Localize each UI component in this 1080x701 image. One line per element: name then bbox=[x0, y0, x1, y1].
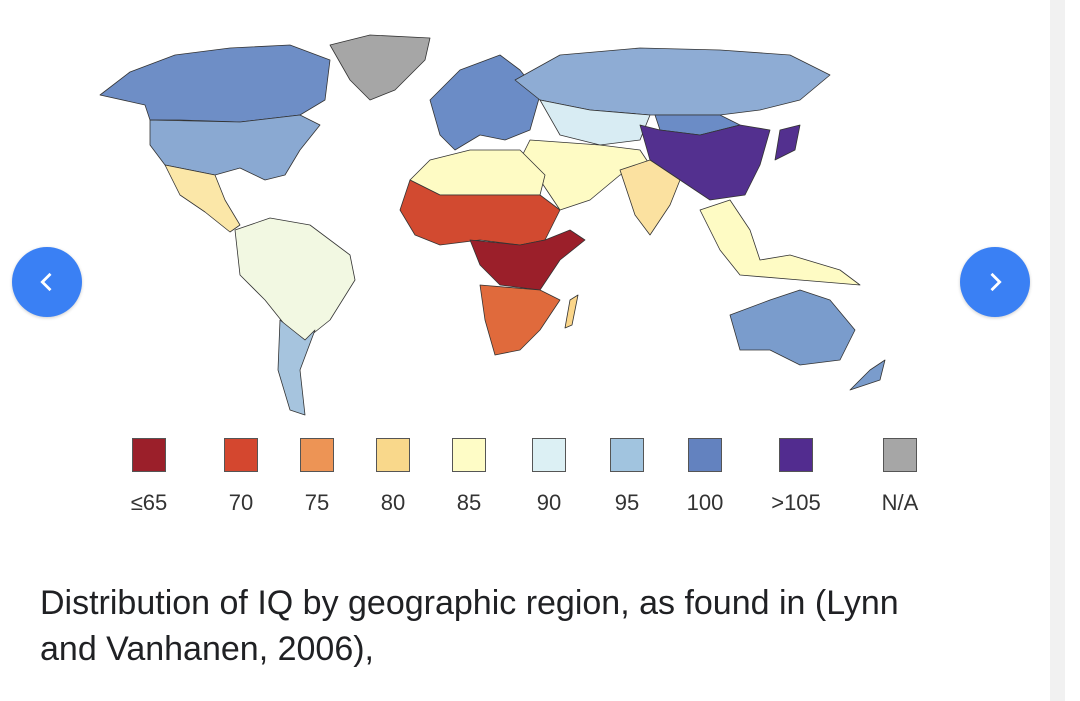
legend-label: 80 bbox=[380, 490, 406, 515]
legend-item: >105 bbox=[751, 438, 841, 516]
region-central-africa bbox=[469, 229, 586, 291]
legend-label: 75 bbox=[304, 490, 330, 515]
legend-label: ≤65 bbox=[130, 490, 168, 515]
legend-swatch bbox=[452, 438, 486, 472]
caption-line: and Vanhanen, 2006), bbox=[40, 630, 374, 668]
region-japan bbox=[774, 124, 801, 161]
legend-label: 95 bbox=[614, 490, 640, 515]
region-canada bbox=[99, 44, 331, 123]
region-europe bbox=[429, 54, 541, 151]
region-south-america bbox=[234, 217, 356, 341]
legend-item: N/A bbox=[855, 438, 945, 516]
legend-label: 100 bbox=[686, 490, 724, 515]
region-central-america bbox=[164, 164, 241, 233]
legend-swatch bbox=[610, 438, 644, 472]
legend-label: 70 bbox=[228, 490, 254, 515]
region-madagascar bbox=[564, 294, 579, 329]
legend-swatch bbox=[132, 438, 166, 472]
legend-item: 85 bbox=[424, 438, 514, 516]
region-central-asia bbox=[539, 99, 651, 146]
previous-image-button[interactable] bbox=[12, 247, 82, 317]
legend-label: >105 bbox=[771, 490, 821, 515]
legend-item: ≤65 bbox=[104, 438, 194, 516]
chevron-left-icon bbox=[40, 272, 52, 292]
scrollbar[interactable] bbox=[1050, 0, 1065, 701]
legend-label: 90 bbox=[536, 490, 562, 515]
legend-swatch bbox=[688, 438, 722, 472]
legend-item: 100 bbox=[660, 438, 750, 516]
map-legend: ≤65 70 75 80 85 90 95 100 >105 N/A bbox=[110, 438, 940, 528]
region-north-africa bbox=[409, 149, 546, 196]
region-india bbox=[619, 159, 681, 236]
legend-swatch bbox=[532, 438, 566, 472]
region-australia bbox=[729, 289, 856, 366]
legend-swatch bbox=[376, 438, 410, 472]
caption-line: Distribution of IQ by geographic region,… bbox=[40, 584, 899, 622]
region-greenland bbox=[329, 34, 431, 101]
legend-swatch bbox=[300, 438, 334, 472]
legend-item: 80 bbox=[348, 438, 438, 516]
region-southern-africa bbox=[479, 284, 561, 356]
next-image-button[interactable] bbox=[960, 247, 1030, 317]
chevron-right-icon bbox=[990, 272, 1002, 292]
region-west-africa bbox=[399, 179, 561, 246]
legend-item: 90 bbox=[504, 438, 594, 516]
legend-swatch bbox=[779, 438, 813, 472]
region-new-zealand bbox=[849, 359, 886, 391]
legend-label: N/A bbox=[881, 490, 919, 515]
region-southern-cone bbox=[277, 319, 316, 416]
legend-label: 85 bbox=[456, 490, 482, 515]
legend-item: 70 bbox=[196, 438, 286, 516]
region-southeast-asia bbox=[699, 199, 861, 286]
legend-swatch bbox=[224, 438, 258, 472]
legend-swatch bbox=[883, 438, 917, 472]
world-iq-map bbox=[99, 34, 886, 416]
legend-item: 95 bbox=[582, 438, 672, 516]
legend-item: 75 bbox=[272, 438, 362, 516]
image-caption: Distribution of IQ by geographic region,… bbox=[40, 580, 1030, 672]
